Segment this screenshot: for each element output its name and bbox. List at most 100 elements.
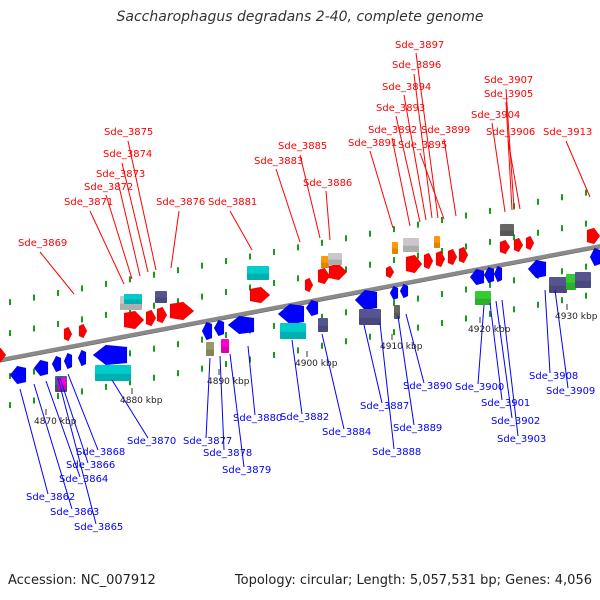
- tick-mark: [273, 279, 275, 286]
- scale-label: 4880 kbp: [120, 396, 163, 406]
- tick-mark: [465, 315, 467, 322]
- reverse-gene-label: Sde_3864: [59, 474, 108, 485]
- tick-mark: [345, 338, 347, 345]
- feature-box-shade: [392, 248, 398, 254]
- feature-box: [392, 242, 398, 254]
- tick-mark: [153, 302, 155, 309]
- tick-mark: [585, 292, 587, 299]
- tick-mark: [321, 313, 323, 320]
- reverse-label-leader: [544, 289, 551, 374]
- forward-label-leader: [105, 194, 133, 280]
- feature-box: [549, 277, 567, 293]
- genome-summary-text: Topology: circular; Length: 5,057,531 bp…: [234, 573, 592, 588]
- scale-label: 4890 kbp: [207, 377, 250, 387]
- forward-gene-arrow: [435, 250, 446, 268]
- tick-mark: [153, 345, 155, 352]
- forward-gene-arrow: [169, 301, 195, 321]
- feature-box-shade: [321, 262, 329, 268]
- forward-gene-label: Sde_3876: [156, 197, 205, 208]
- tick-mark: [345, 235, 347, 242]
- forward-gene-label: Sde_3896: [392, 60, 441, 71]
- reverse-gene-label: Sde_3909: [546, 386, 595, 397]
- reverse-gene-label: Sde_3901: [481, 398, 530, 409]
- tick-mark: [201, 293, 203, 300]
- backbone-line: [0, 243, 600, 363]
- tick-mark: [177, 298, 179, 305]
- tick-mark: [417, 324, 419, 331]
- label-layer: 4870 kbp 4880 kbp 4890 kbp 4900 kbp 4910 kbp…: [18, 40, 598, 533]
- feature-box-shade: [247, 273, 269, 280]
- tick-mark: [369, 333, 371, 340]
- reverse-gene-label: Sde_3862: [26, 492, 75, 503]
- tick-mark: [345, 266, 347, 273]
- tick-mark: [129, 276, 131, 283]
- tick-mark: [489, 310, 491, 317]
- reverse-gene-arrow: [305, 299, 319, 317]
- reverse-gene-label: Sde_3878: [203, 448, 252, 459]
- tick-mark: [441, 320, 443, 327]
- reverse-gene-arrow: [354, 289, 378, 311]
- feature-box-shade: [434, 242, 440, 248]
- reverse-gene-label: Sde_3870: [127, 436, 176, 447]
- reverse-label-leader: [67, 373, 99, 451]
- forward-label-leader: [565, 140, 591, 198]
- feature-box-shade: [575, 280, 591, 288]
- forward-gene-label: Sde_3883: [254, 156, 303, 167]
- forward-gene-label: Sde_3873: [96, 169, 145, 180]
- reverse-label-leader: [219, 355, 225, 451]
- reverse-gene-label: Sde_3879: [222, 465, 271, 476]
- tick-mark: [33, 397, 35, 404]
- forward-label-leader: [229, 210, 253, 251]
- forward-gene-arrow: [385, 265, 395, 279]
- tick-mark: [321, 239, 323, 246]
- forward-label-leader: [369, 150, 394, 229]
- tick-mark: [201, 262, 203, 269]
- reverse-gene-arrow: [51, 355, 62, 373]
- tick-mark: [561, 268, 563, 275]
- forward-gene-label: Sde_3913: [543, 127, 592, 138]
- tick-mark: [153, 374, 155, 381]
- forward-gene-label: Sde_3891: [348, 138, 397, 149]
- feature-box-shade: [58, 384, 66, 390]
- feature-box-shade: [475, 298, 491, 305]
- reverse-gene-label: Sde_3888: [372, 447, 421, 458]
- forward-label-leader: [443, 138, 457, 217]
- scale-label: 4920 kbp: [468, 325, 511, 335]
- reverse-gene-label: Sde_3890: [403, 381, 452, 392]
- feature-box-shade: [500, 230, 514, 236]
- forward-gene-label: Sde_3886: [303, 178, 352, 189]
- reverse-gene-arrow: [9, 365, 27, 385]
- tick-mark: [225, 289, 227, 296]
- tick-mark: [249, 356, 251, 363]
- reverse-gene-label: Sde_3887: [360, 401, 409, 412]
- forward-label-leader: [275, 168, 301, 243]
- tick-mark: [441, 291, 443, 298]
- forward-gene-label: Sde_3897: [395, 40, 444, 51]
- feature-box: [500, 224, 514, 236]
- tick-mark: [537, 198, 539, 205]
- reverse-gene-label: Sde_3865: [74, 522, 123, 533]
- tick-mark: [33, 294, 35, 301]
- forward-gene-label: Sde_3869: [18, 238, 67, 249]
- tick-mark: [273, 351, 275, 358]
- forward-label-leader: [391, 137, 411, 227]
- forward-gene-label: Sde_3895: [398, 140, 447, 151]
- forward-gene-arrow: [328, 263, 348, 281]
- reverse-gene-arrow: [469, 268, 485, 286]
- forward-gene-label: Sde_3881: [208, 197, 257, 208]
- reverse-gene-label: Sde_3868: [76, 447, 125, 458]
- tick-mark: [129, 379, 131, 386]
- feature-box: [318, 318, 328, 332]
- reverse-gene-arrow: [389, 285, 399, 301]
- reverse-gene-arrow: [227, 315, 255, 335]
- forward-label-leader: [325, 190, 331, 241]
- tick-mark: [9, 402, 11, 409]
- forward-gene-label: Sde_3907: [484, 75, 533, 86]
- reverse-label-leader: [363, 324, 383, 404]
- reverse-gene-arrow: [201, 321, 213, 341]
- reverse-gene-arrow: [63, 352, 73, 370]
- tick-mark: [129, 350, 131, 357]
- tick-mark: [153, 271, 155, 278]
- reverse-label-leader: [111, 379, 149, 439]
- tick-mark: [441, 248, 443, 255]
